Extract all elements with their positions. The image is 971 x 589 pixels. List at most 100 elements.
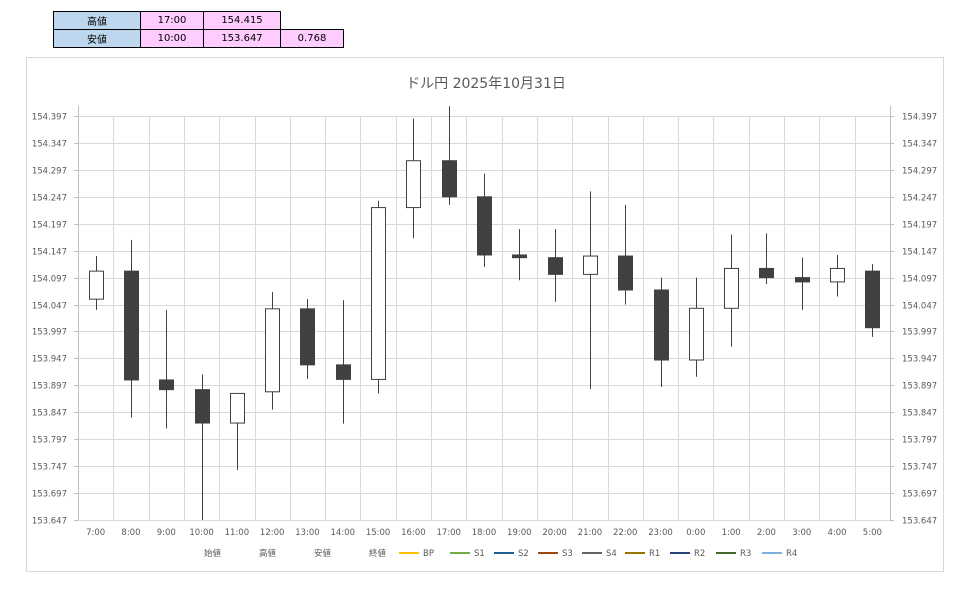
candle-body	[618, 255, 633, 291]
y-tick-label-right: 154.197	[902, 221, 937, 231]
x-tick-label: 7:00	[86, 528, 105, 538]
x-tick-label: 12:00	[260, 528, 285, 538]
candle-body	[795, 277, 810, 283]
x-tick-label: 18:00	[472, 528, 497, 538]
y-tick-label-left: 154.247	[32, 194, 67, 204]
summary-range-value: 0.768	[280, 29, 344, 48]
candle-body	[406, 160, 421, 209]
candle-body	[583, 255, 598, 275]
y-tick-label-right: 154.147	[902, 248, 937, 258]
x-tick-label: 2:00	[757, 528, 776, 538]
y-tick-label-right: 153.997	[902, 328, 937, 338]
y-tick-label-right: 153.897	[902, 382, 937, 392]
legend-label: S3	[562, 549, 573, 559]
x-tick-label: 9:00	[157, 528, 176, 538]
x-tick-label: 3:00	[792, 528, 811, 538]
candle-body	[300, 308, 315, 366]
legend: 始値 高値 安値 終値 BP S1 S2 S3 S4 R1 R2 R3 R4	[204, 548, 797, 559]
candles	[89, 106, 880, 520]
y-tick-label-left: 153.647	[32, 517, 67, 527]
y-tick-label-left: 154.397	[32, 113, 67, 123]
chart-area[interactable]: ドル円 2025年10月31日 154.397 154.397 154.347 154…	[26, 57, 944, 572]
y-tick-label-left: 153.697	[32, 490, 67, 500]
candle-body	[548, 257, 563, 275]
x-tick-label: 0:00	[686, 528, 705, 538]
y-tick-label-left: 153.997	[32, 328, 67, 338]
x-tick-label: 10:00	[189, 528, 214, 538]
x-tick-label: 16:00	[401, 528, 426, 538]
x-tick-label: 22:00	[613, 528, 638, 538]
legend-label: R3	[740, 549, 751, 559]
y-tick-label-right: 154.397	[902, 113, 937, 123]
x-tick-label: 17:00	[436, 528, 461, 538]
x-tick-label: 8:00	[121, 528, 140, 538]
x-tick-label: 13:00	[295, 528, 320, 538]
candle-body	[124, 270, 139, 381]
legend-label: 安値	[314, 548, 332, 559]
x-tick-label: 15:00	[366, 528, 391, 538]
y-tick-label-right: 153.697	[902, 490, 937, 500]
candle-body	[759, 267, 774, 279]
chart-title: ドル円 2025年10月31日	[406, 76, 566, 92]
legend-label: 終値	[369, 548, 387, 559]
y-tick-label-right: 154.297	[902, 167, 937, 177]
x-tick-label: 1:00	[722, 528, 741, 538]
y-tick-label-right: 153.947	[902, 355, 937, 365]
candle-body	[195, 389, 210, 424]
y-tick-label-left: 154.347	[32, 140, 67, 150]
legend-label: 始値	[204, 548, 222, 559]
y-tick-label-left: 154.097	[32, 275, 67, 285]
y-tick-label-left: 153.797	[32, 436, 67, 446]
y-tick-label-right: 154.347	[902, 140, 937, 150]
candle-body	[230, 392, 245, 424]
candle-body	[724, 267, 739, 309]
legend-label: S4	[606, 549, 617, 559]
x-tick-label: 21:00	[578, 528, 603, 538]
legend-label: BP	[423, 549, 434, 559]
y-tick-label-left: 154.147	[32, 248, 67, 258]
candle-body	[477, 196, 492, 256]
legend-label: 高値	[259, 548, 277, 559]
candle-body	[89, 270, 104, 300]
y-tick-label-right: 154.247	[902, 194, 937, 204]
y-tick-label-right: 153.797	[902, 436, 937, 446]
x-tick-label: 14:00	[331, 528, 356, 538]
legend-label: R2	[694, 549, 705, 559]
x-tick-label: 23:00	[648, 528, 673, 538]
candle-body	[442, 160, 457, 198]
candle-body	[336, 364, 351, 380]
y-tick-label-right: 154.097	[902, 275, 937, 285]
legend-label: R4	[786, 549, 797, 559]
summary-empty-cell	[281, 12, 344, 30]
y-tick-label-right: 153.647	[902, 517, 937, 527]
y-tick-label-left: 153.747	[32, 463, 67, 473]
legend-label: S1	[474, 549, 485, 559]
summary-low-time: 10:00	[140, 29, 204, 48]
gridlines	[78, 116, 891, 521]
x-tick-label: 5:00	[863, 528, 882, 538]
candle-body	[371, 207, 386, 380]
candle-body	[159, 379, 174, 391]
summary-low-label: 安値	[53, 29, 141, 48]
y-tick-label-left: 153.897	[32, 382, 67, 392]
summary-high-label: 高値	[53, 11, 141, 30]
y-tick-label-left: 154.297	[32, 167, 67, 177]
summary-high-time: 17:00	[140, 11, 204, 30]
summary-table: 高値 17:00 154.415 安値 10:00 153.647 0.768	[53, 11, 344, 48]
y-tick-label-left: 154.197	[32, 221, 67, 231]
candle-body	[689, 307, 704, 361]
candle-body	[865, 270, 880, 329]
candle-body	[512, 254, 527, 259]
y-tick-label-left: 153.947	[32, 355, 67, 365]
y-tick-label-left: 153.847	[32, 409, 67, 419]
y-tick-label-left: 154.047	[32, 302, 67, 312]
y-tick-label-right: 153.747	[902, 463, 937, 473]
axes: 154.397 154.397 154.347 154.347 154.297 154.2…	[32, 106, 937, 538]
y-tick-label-right: 154.047	[902, 302, 937, 312]
x-tick-label: 4:00	[827, 528, 846, 538]
summary-row-low: 安値 10:00 153.647 0.768	[53, 29, 344, 48]
candle-body	[654, 289, 669, 361]
legend-label: R1	[649, 549, 660, 559]
candle-body	[830, 267, 845, 283]
